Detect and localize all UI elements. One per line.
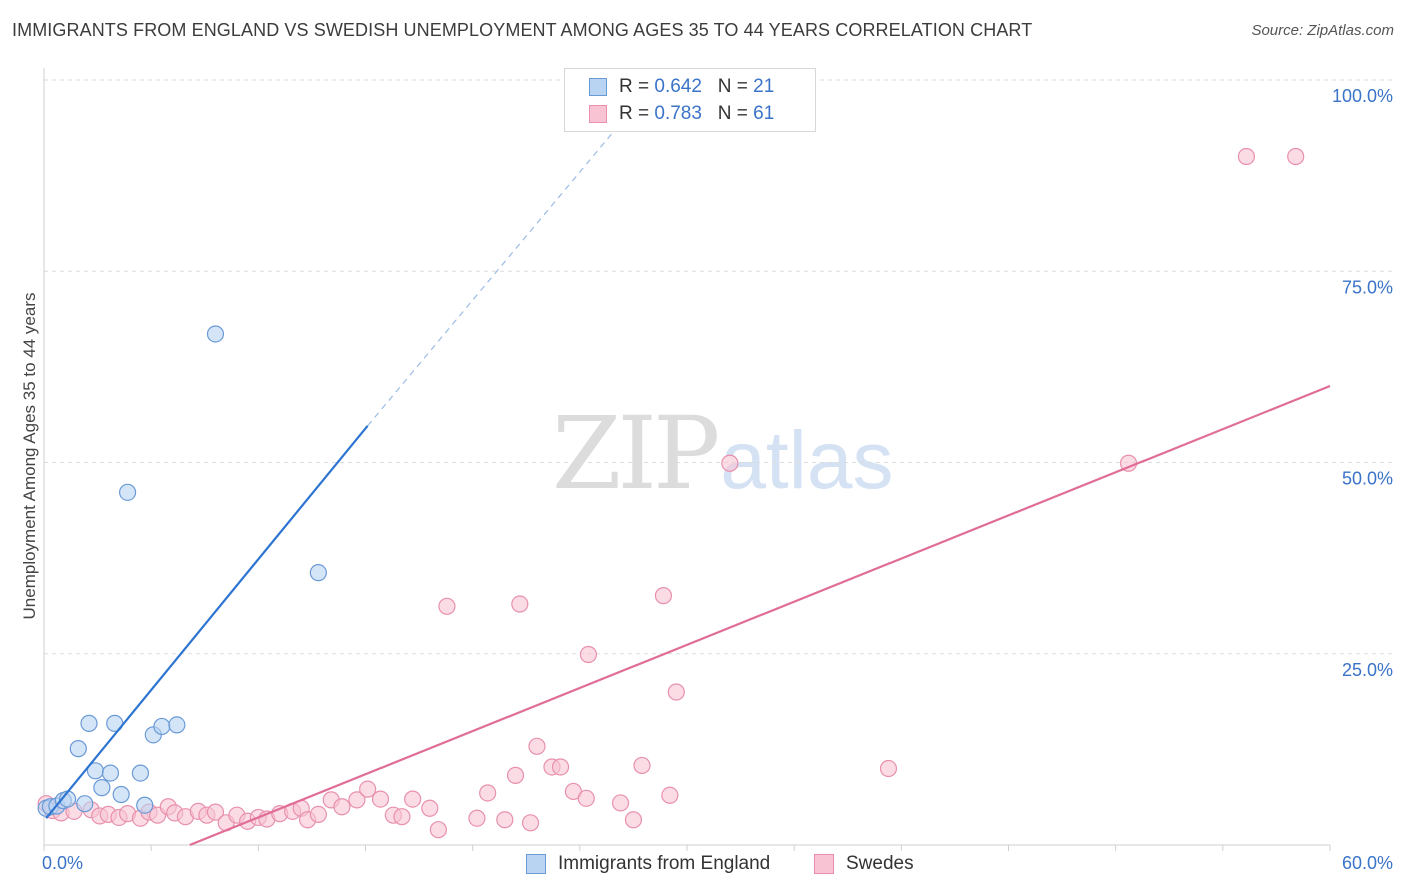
swedes-point [309, 805, 327, 824]
swedes-point [404, 790, 422, 808]
y-tick-label: 50.0% [1342, 469, 1393, 489]
y-tick-label: 25.0% [1342, 660, 1393, 680]
legend-row-england: R = 0.642 N = 21 [589, 74, 774, 100]
y-tick-label: 75.0% [1342, 277, 1393, 297]
watermark-zip: ZIP [552, 395, 720, 512]
legend-r-value: 0.642 [654, 76, 702, 97]
swedes-point [421, 799, 439, 817]
trend-layer [45, 133, 1331, 847]
swedes-point [633, 756, 651, 775]
swedes-point [1237, 147, 1256, 166]
england-point [168, 716, 186, 734]
swedes-point [371, 790, 390, 808]
swedes-point [577, 789, 595, 807]
england-trend-line [45, 425, 369, 819]
england-trend-extension [367, 133, 613, 427]
england-point [69, 740, 87, 758]
swedes-point [496, 811, 514, 829]
swedes-point [206, 803, 225, 821]
england-point [309, 564, 327, 582]
legend-row-swedes: R = 0.783 N = 61 [589, 101, 774, 127]
swedes-point [521, 814, 540, 832]
england-point [112, 785, 130, 804]
bottom-legend-swedes: Swedes [814, 852, 914, 876]
swedes-point [667, 683, 685, 701]
legend-n-value: 61 [753, 103, 775, 124]
legend-n-label: N = [717, 76, 748, 97]
swedes-point [468, 809, 486, 827]
legend-n-value: 21 [753, 76, 775, 97]
swedes-point [528, 737, 546, 755]
swedes-point [661, 786, 679, 804]
bottom-legend-swatch-blue [526, 854, 546, 874]
legend-r-value: 0.783 [654, 103, 702, 124]
swedes-point [879, 759, 898, 778]
swedes-point [429, 821, 447, 839]
grid-layer [44, 79, 1393, 655]
bottom-legend-england: Immigrants from England [526, 852, 770, 876]
legend-r-label: R = [619, 103, 650, 124]
england-point [206, 325, 225, 343]
legend-n-label: N = [717, 103, 748, 124]
swedes-point [654, 587, 673, 605]
source-label: Source: ZipAtlas.com [1251, 22, 1394, 39]
england-point [131, 764, 150, 782]
swedes-point [579, 645, 598, 664]
bottom-legend-swatch-pink [814, 854, 834, 874]
y-tick-label: 100.0% [1332, 86, 1393, 106]
tick-label-layer: 25.0% 50.0% 75.0% 100.0% 0.0% 60.0% [42, 86, 1393, 873]
bottom-legend-label-england: Immigrants from England [558, 853, 771, 874]
swedes-point [1287, 147, 1305, 166]
swedes-point [348, 791, 366, 809]
england-point [76, 795, 94, 813]
watermark: ZIPatlas [552, 395, 894, 512]
x-tick-label-min: 0.0% [42, 853, 83, 873]
legend-swatch-blue [589, 78, 607, 96]
england-point [93, 779, 111, 797]
legend-swatch-pink [589, 105, 607, 123]
swedes-point [721, 454, 739, 472]
x-tick-label-max: 60.0% [1342, 853, 1393, 873]
swedes-trend-line [189, 384, 1331, 847]
swedes-point [438, 597, 456, 615]
england-point [80, 714, 98, 732]
bottom-legend-label-swedes: Swedes [846, 853, 914, 874]
correlation-legend: R = 0.642 N = 21 R = 0.783 N = 61 [564, 68, 816, 132]
england-point [153, 717, 171, 736]
england-point [101, 764, 120, 782]
legend-r-label: R = [619, 76, 650, 97]
swedes-point [333, 798, 351, 816]
swedes-point [511, 595, 529, 613]
swedes-point [479, 784, 497, 802]
england-point [118, 483, 137, 501]
england-point [136, 796, 154, 814]
swedes-point [393, 808, 411, 826]
swedes-point [624, 811, 643, 829]
axis-layer [43, 68, 1331, 851]
swedes-point [611, 794, 630, 812]
points-layer [37, 147, 1305, 839]
chart-title: IMMIGRANTS FROM ENGLAND VS SWEDISH UNEMP… [12, 20, 1033, 40]
swedes-point [551, 758, 570, 776]
swedes-point [506, 766, 525, 784]
watermark-atlas: atlas [720, 415, 894, 506]
swedes-point [359, 780, 377, 798]
